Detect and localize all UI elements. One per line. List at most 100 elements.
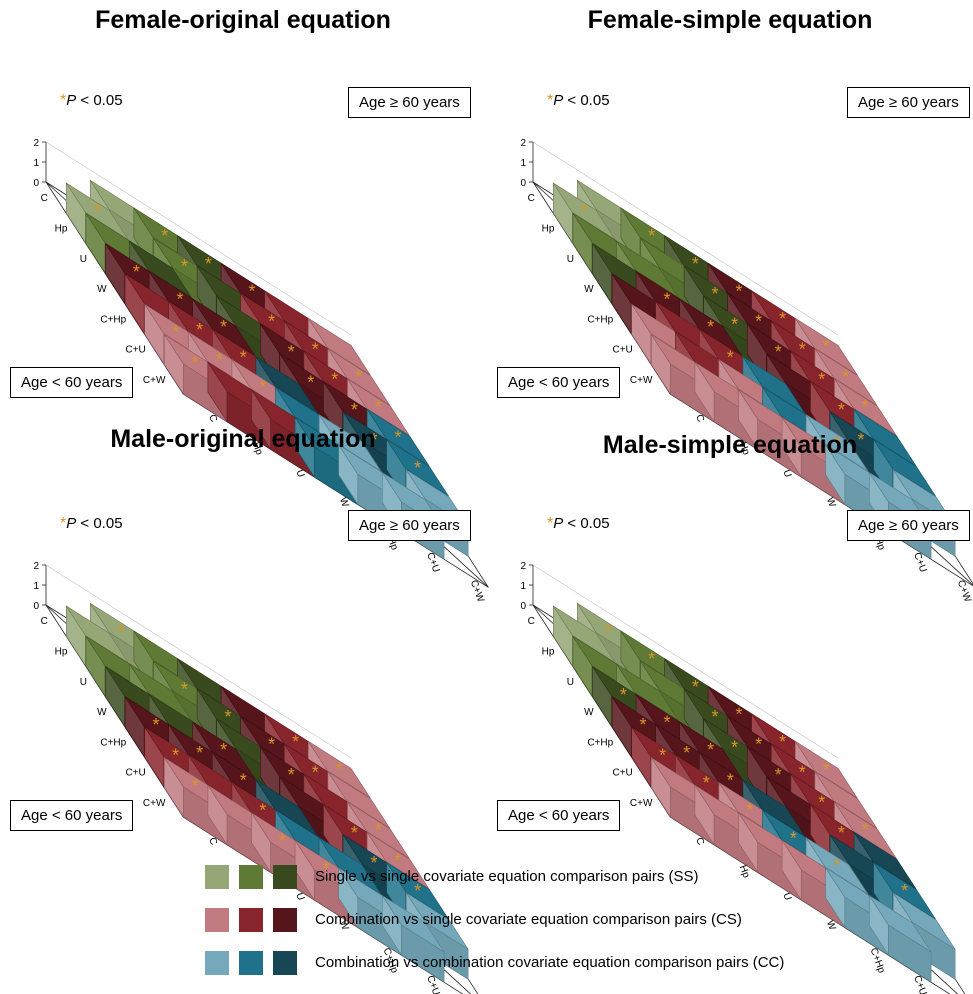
bar-top-face <box>255 779 318 837</box>
age-young-label: Age < 60 years <box>497 800 621 831</box>
row-tick-label: W <box>584 284 594 295</box>
significance-star: * <box>288 765 295 785</box>
row-tick-label: C+W <box>143 798 166 809</box>
bar-top-face <box>553 182 616 240</box>
age-young-label: Age < 60 years <box>10 367 134 398</box>
p-threshold: < 0.05 <box>563 515 610 532</box>
significance-note: *P < 0.05 <box>547 92 610 110</box>
z-tick-label: 0 <box>520 601 526 612</box>
row-tick-label: C+Hp <box>100 737 126 748</box>
significance-star: * <box>659 745 666 765</box>
z-tick-label: 0 <box>33 178 39 189</box>
col-tick-label: C <box>206 836 219 847</box>
legend-label-ss: Single vs single covariate equation comp… <box>315 868 699 885</box>
significance-star: * <box>799 762 806 782</box>
significance-star-icon: * <box>547 92 554 109</box>
col-tick-label: U <box>780 468 793 479</box>
bar-top-face <box>318 837 382 895</box>
significance-star: * <box>755 312 762 332</box>
row-tick-label: C+W <box>143 375 166 386</box>
significance-star: * <box>703 773 710 793</box>
significance-star: * <box>268 312 275 332</box>
significance-star: * <box>268 735 275 755</box>
age-old-label: Age ≥ 60 years <box>348 87 471 118</box>
significance-star: * <box>779 732 786 752</box>
significance-star: * <box>862 820 869 840</box>
significance-star: * <box>240 347 247 367</box>
significance-note: *P < 0.05 <box>60 92 123 110</box>
significance-star: * <box>663 712 670 732</box>
col-tick-label: W <box>824 496 838 509</box>
col-tick-label: U <box>293 891 306 902</box>
bar-top-face <box>616 240 679 298</box>
bar-top-face <box>679 298 742 356</box>
significance-star: * <box>823 337 830 357</box>
bar-top-face <box>129 240 192 298</box>
bar-top-face <box>327 771 390 829</box>
significance-star-icon: * <box>60 515 67 532</box>
significance-star: * <box>779 309 786 329</box>
significance-star: * <box>790 828 797 848</box>
significance-star: * <box>663 289 670 309</box>
p-threshold: < 0.05 <box>563 92 610 109</box>
bar-top-face <box>66 605 129 663</box>
significance-star: * <box>639 715 646 735</box>
row-tick-label: C <box>41 193 48 204</box>
significance-star: * <box>648 649 655 669</box>
bar-top-face <box>347 378 410 436</box>
significance-star: * <box>707 317 714 337</box>
significance-star: * <box>842 367 849 387</box>
significance-star: * <box>683 743 690 763</box>
p-symbol: P <box>553 515 564 532</box>
age-old-label: Age ≥ 60 years <box>847 510 970 541</box>
significance-star: * <box>605 622 612 642</box>
col-tick-label: C <box>693 836 706 847</box>
row-tick-label: W <box>584 707 594 718</box>
significance-star: * <box>224 707 231 727</box>
row-tick-label: C+U <box>126 768 146 779</box>
bar-top-face <box>382 895 445 953</box>
significance-star: * <box>351 400 358 420</box>
col-tick-label: W <box>337 919 351 932</box>
significance-star: * <box>735 704 742 724</box>
bar-top-face <box>679 721 742 779</box>
swatch-cs-light <box>205 908 229 932</box>
bar-top-face <box>553 605 616 663</box>
significance-star: * <box>901 881 908 901</box>
row-tick-label: C+U <box>126 345 146 356</box>
z-top-gridline <box>532 141 839 336</box>
bar-top-face <box>853 408 917 466</box>
significance-star: * <box>838 400 845 420</box>
row-tick-label: W <box>97 284 107 295</box>
significance-star: * <box>775 342 782 362</box>
row-tick-label: U <box>80 677 87 688</box>
swatch-ss-mid <box>239 865 263 889</box>
significance-star: * <box>818 793 825 813</box>
significance-star: * <box>312 339 319 359</box>
significance-star: * <box>118 622 125 642</box>
legend-label-cs: Combination vs single covariate equation… <box>315 911 742 928</box>
p-symbol: P <box>66 92 77 109</box>
significance-star: * <box>711 707 718 727</box>
bar-top-face <box>834 378 897 436</box>
row-tick-label: C+W <box>630 798 653 809</box>
significance-star: * <box>192 776 199 796</box>
bar-top-face <box>616 663 679 721</box>
row-tick-label: C+W <box>630 375 653 386</box>
bar-top-face <box>366 408 430 466</box>
row-tick-label: C+Hp <box>587 314 613 325</box>
bar-top-face <box>805 837 869 895</box>
significance-note: *P < 0.05 <box>547 515 610 533</box>
significance-star: * <box>692 254 699 274</box>
significance-star: * <box>307 372 314 392</box>
significance-star: * <box>94 201 101 221</box>
bar-top-face <box>805 414 869 472</box>
bar-top-face <box>386 862 449 920</box>
significance-star: * <box>312 762 319 782</box>
significance-star: * <box>331 370 338 390</box>
chart-panel: 012CHpUWC+HpC+UC+WCHpUWC+HpC+UC+W*******… <box>487 0 973 604</box>
row-tick-label: Hp <box>55 646 68 657</box>
significance-star: * <box>731 737 738 757</box>
significance-star: * <box>735 281 742 301</box>
z-tick-label: 2 <box>520 138 526 149</box>
